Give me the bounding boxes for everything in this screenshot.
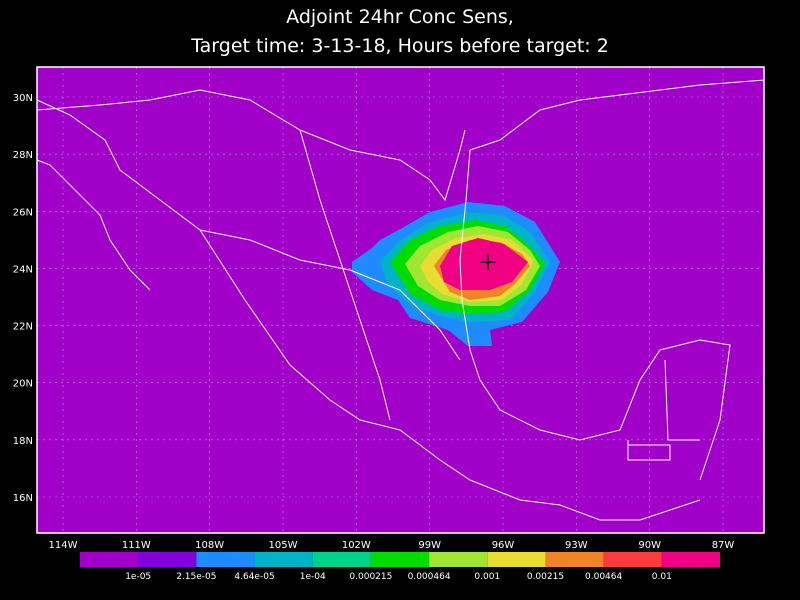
colorbar-label: 0.00215: [527, 572, 564, 582]
colorbar-label: 1e-05: [125, 572, 151, 582]
lat-label: 16N: [13, 493, 33, 504]
lat-label: 28N: [13, 150, 33, 161]
coastlines: [36, 79, 765, 521]
title-line: Target time: 3-13-18, Hours before targe…: [190, 35, 609, 57]
colorbar-box: [487, 552, 546, 567]
colorbar-label: 0.00464: [585, 572, 622, 582]
colorbar-label: 2.15e-05: [176, 572, 216, 582]
colorbar-box: [254, 552, 313, 567]
colorbar-label: 0.01: [652, 572, 672, 582]
grid: [37, 67, 764, 533]
colorbar-box: [138, 552, 197, 567]
lon-label: 111W: [122, 540, 151, 551]
lon-label: 90W: [638, 540, 661, 551]
colorbar-box: [429, 552, 488, 567]
colorbar-label: 0.001: [474, 572, 500, 582]
lon-label: 114W: [49, 540, 78, 551]
colorbar-box: [312, 552, 371, 567]
colorbar-box: [196, 552, 255, 567]
lon-label: 105W: [269, 540, 298, 551]
lon-label: 87W: [712, 540, 735, 551]
colorbar-label: 4.64e-05: [234, 572, 274, 582]
colorbar: 1e-05 2.15e-05 4.64e-05 1e-04 0.000215 0.0004…: [80, 552, 720, 582]
axis-labels: 114W 111W 108W 105W 102W 99W 96W 93W 90W 87W 30N 28…: [13, 93, 735, 551]
lon-label: 108W: [195, 540, 224, 551]
lat-label: 30N: [13, 93, 33, 104]
lon-label: 102W: [342, 540, 371, 551]
colorbar-box: [80, 552, 139, 567]
colorbar-box: [661, 552, 720, 567]
title-line: Adjoint 24hr Conc Sens,: [286, 6, 514, 28]
lon-label: 99W: [418, 540, 441, 551]
colorbar-label: 0.000215: [349, 572, 392, 582]
lat-label: 18N: [13, 436, 33, 447]
lon-label: 93W: [565, 540, 588, 551]
lat-label: 26N: [13, 207, 33, 218]
colorbar-label: 1e-04: [300, 572, 326, 582]
lon-label: 96W: [492, 540, 515, 551]
map-frame: [36, 66, 765, 534]
lat-label: 20N: [13, 379, 33, 390]
sensitivity-field: [352, 202, 560, 346]
colorbar-box: [545, 552, 604, 567]
lat-label: 22N: [13, 322, 33, 333]
colorbar-label: 0.000464: [408, 572, 451, 582]
target-marker: [480, 254, 496, 270]
lat-label: 24N: [13, 264, 33, 275]
colorbar-box: [603, 552, 662, 567]
colorbar-box: [370, 552, 430, 567]
